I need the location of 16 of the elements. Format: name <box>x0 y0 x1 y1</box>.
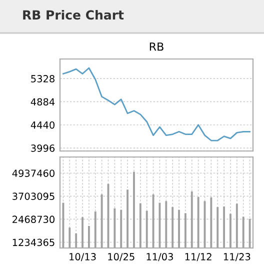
line-series <box>62 67 250 142</box>
x-tick-label: 11/23 <box>224 253 250 262</box>
x-tick-label: 11/12 <box>185 253 212 262</box>
y-tick-label: 1234365 <box>12 238 54 246</box>
chart-title: RB Price Chart <box>23 10 124 20</box>
y-tick-label: 4884 <box>30 98 55 106</box>
y-tick-label: 2468730 <box>12 216 54 224</box>
chart-subtitle: RB <box>150 42 164 51</box>
y-tick-label: 4440 <box>30 121 54 129</box>
x-tick-label: 10/13 <box>70 253 96 262</box>
y-tick-label: 5328 <box>31 75 54 82</box>
y-tick-label: 3703095 <box>12 192 54 200</box>
x-tick-label: 11/03 <box>146 253 173 262</box>
y-tick-label: 4937460 <box>12 170 54 177</box>
x-tick-label: 10/25 <box>108 253 134 262</box>
y-tick-label: 3996 <box>31 144 55 152</box>
